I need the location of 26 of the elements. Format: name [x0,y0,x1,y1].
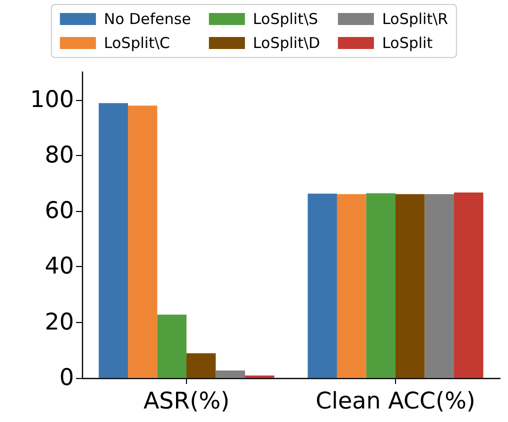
bar [245,375,274,378]
y-tick-label: 20 [44,309,74,336]
bar [366,193,396,378]
bar [396,194,425,378]
bar [98,103,128,378]
bar [336,194,366,378]
bar [424,194,454,378]
legend-label: LoSplit\S [252,10,318,28]
bar [216,370,246,378]
y-tick-label: 0 [59,365,74,391]
legend-label: LoSplit\R [382,10,448,28]
x-tick-label: Clean ACC(%) [316,388,476,414]
bar [128,106,158,378]
x-tick-label: ASR(%) [143,388,230,414]
y-tick-label: 40 [44,254,74,280]
bar [308,194,337,378]
legend-label: LoSplit\C [104,34,170,52]
legend-label: LoSplit\D [252,34,320,52]
bar [454,192,484,378]
bar [186,353,216,378]
legend-label: LoSplit [382,34,433,52]
y-tick-label: 100 [30,86,74,113]
y-tick-label: 60 [44,198,74,224]
y-tick-label: 80 [44,142,74,168]
bar [157,314,186,378]
legend-label: No Defense [104,10,191,28]
